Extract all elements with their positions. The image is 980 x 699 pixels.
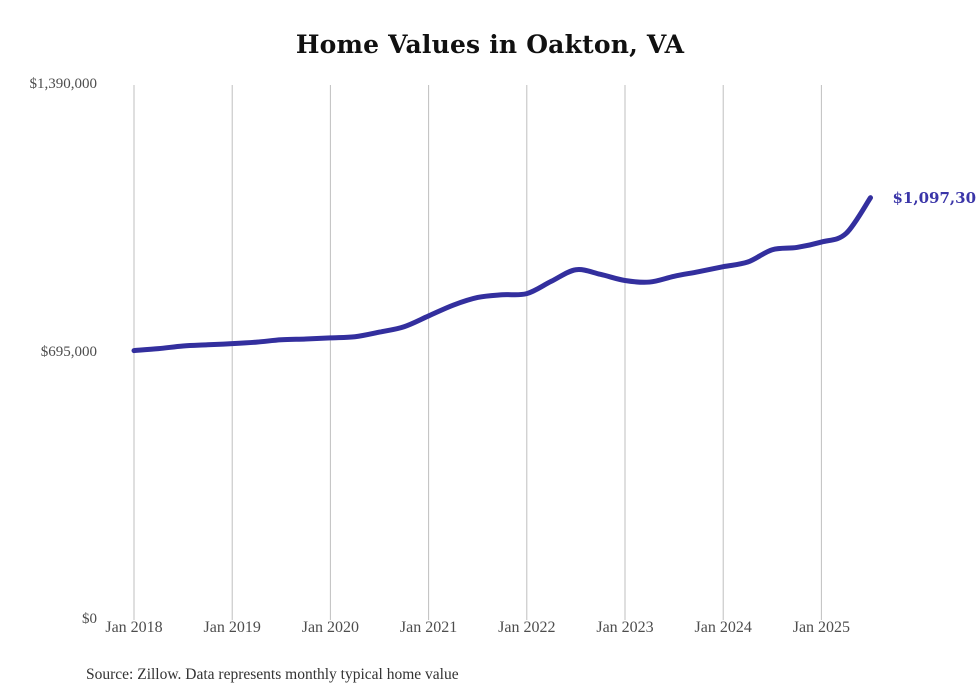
y-tick-label: $0: [82, 611, 97, 627]
source-note: Source: Zillow. Data represents monthly …: [86, 666, 459, 683]
x-tick-label: Jan 2020: [301, 619, 360, 636]
y-tick-label: $695,000: [40, 343, 97, 360]
x-tick-label: Jan 2024: [694, 619, 752, 636]
gridlines-group: [133, 85, 822, 620]
x-tick-label: Jan 2023: [596, 619, 654, 636]
series-line-typical-home-value: [131, 195, 873, 354]
x-tick-label: Jan 2025: [792, 619, 851, 636]
x-tick-label: Jan 2022: [498, 619, 556, 636]
x-tick-label: Jan 2018: [105, 619, 163, 636]
x-tick-label: Jan 2019: [203, 619, 261, 636]
chart-title: Home Values in Oakton, VA: [295, 30, 685, 59]
x-tick-label: Jan 2021: [399, 619, 458, 636]
y-tick-label: $1,390,000: [29, 76, 98, 92]
end-value-label: $1,097,30: [892, 188, 977, 207]
